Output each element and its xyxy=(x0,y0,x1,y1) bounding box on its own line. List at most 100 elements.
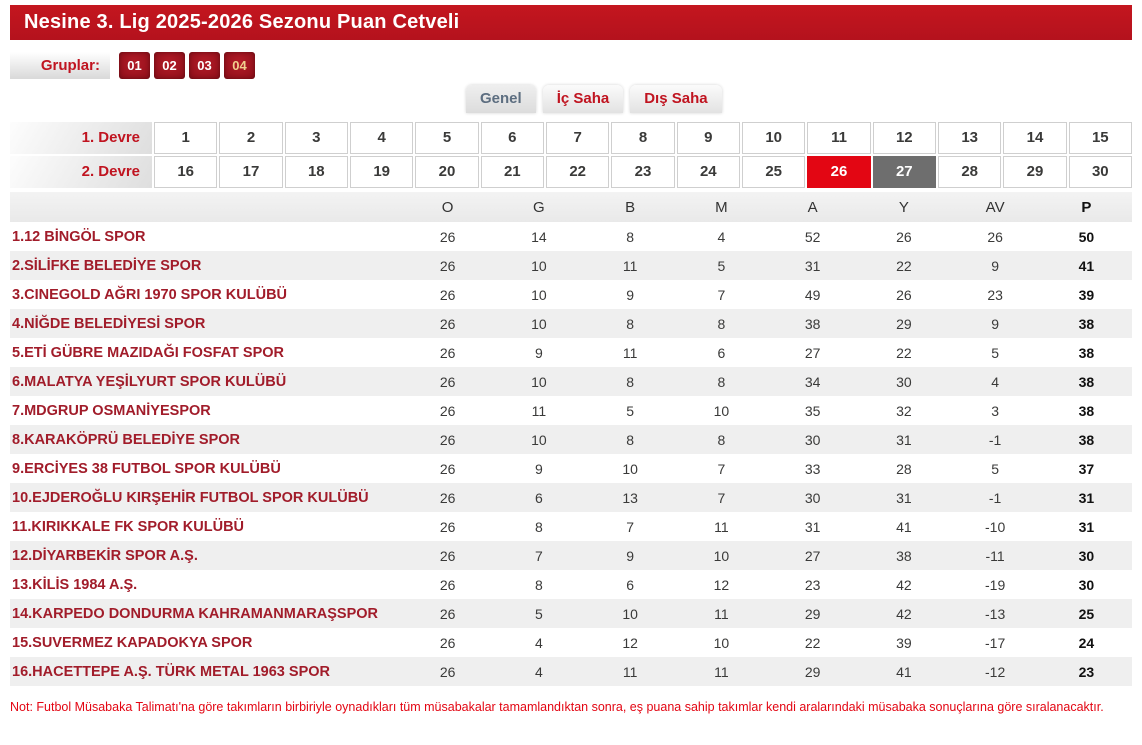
week-cell-22[interactable]: 22 xyxy=(545,156,610,188)
stat-g-value: 4 xyxy=(534,663,543,680)
week-cell-8[interactable]: 8 xyxy=(611,122,675,154)
stat-av-value: 23 xyxy=(987,286,1003,303)
tab-genel[interactable]: Genel xyxy=(466,85,536,113)
team-name[interactable]: 12.DİYARBEKİR SPOR A.Ş. xyxy=(12,547,198,564)
week-cell-5[interactable]: 5 xyxy=(415,122,479,154)
week-cell-30[interactable]: 30 xyxy=(1068,156,1132,188)
stat-av-value: 9 xyxy=(991,315,1000,332)
week-cell-24[interactable]: 24 xyxy=(676,156,740,188)
week-cell-29[interactable]: 29 xyxy=(1003,156,1067,188)
stat-m-value: 8 xyxy=(717,431,726,448)
team-name[interactable]: 11.KIRIKKALE FK SPOR KULÜBÜ xyxy=(12,518,245,535)
stat-b-value: 8 xyxy=(626,228,635,245)
group-button-01[interactable]: 01 xyxy=(119,52,150,79)
team-name[interactable]: 2.SİLİFKE BELEDİYE SPOR xyxy=(12,257,202,274)
team-name[interactable]: 9.ERCİYES 38 FUTBOL SPOR KULÜBÜ xyxy=(12,460,281,477)
week-cell-7[interactable]: 7 xyxy=(545,122,610,154)
group-button-04[interactable]: 04 xyxy=(224,52,255,79)
team-name[interactable]: 5.ETİ GÜBRE MAZIDAĞI FOSFAT SPOR xyxy=(12,344,285,361)
week-cell-28[interactable]: 28 xyxy=(937,156,1002,188)
table-row: 3.CINEGOLD AĞRI 1970 SPOR KULÜBÜ 26 10 9 7 49… xyxy=(10,280,1132,309)
stat-g-value: 4 xyxy=(534,634,543,651)
tab-ic-saha[interactable]: İç Saha xyxy=(542,85,624,113)
stat-av-value: -12 xyxy=(985,663,1006,680)
week-cell-18[interactable]: 18 xyxy=(284,156,348,188)
stats-header-m: M xyxy=(675,192,767,222)
stat-p-value: 31 xyxy=(1078,489,1095,506)
week-cell-9[interactable]: 9 xyxy=(676,122,740,154)
week-cell-21[interactable]: 21 xyxy=(480,156,544,188)
groups-row: Gruplar: 01 02 03 04 xyxy=(10,52,1132,79)
stat-a-value: 27 xyxy=(804,547,821,564)
week-cell-12[interactable]: 12 xyxy=(872,122,936,154)
standings-table: O G B M A Y AV P 1.12 BİNGÖL SPOR 26 14 8 4 52 26 26 50… xyxy=(10,192,1132,686)
team-name[interactable]: 1.12 BİNGÖL SPOR xyxy=(12,228,146,245)
team-name[interactable]: 13.KİLİS 1984 A.Ş. xyxy=(12,576,138,593)
team-name[interactable]: 14.KARPEDO DONDURMA KAHRAMANMARAŞSPOR xyxy=(12,605,379,622)
week-cell-26[interactable]: 26 xyxy=(807,156,871,188)
table-row: 4.NİĞDE BELEDİYESİ SPOR 26 10 8 8 38 29 9 38 xyxy=(10,309,1132,338)
team-name[interactable]: 10.EJDEROĞLU KIRŞEHİR FUTBOL SPOR KULÜBÜ xyxy=(12,489,369,506)
week-cell-19[interactable]: 19 xyxy=(349,156,414,188)
table-row: 12.DİYARBEKİR SPOR A.Ş. 26 7 9 10 27 38 -11 30 xyxy=(10,541,1132,570)
team-name[interactable]: 8.KARAKÖPRÜ BELEDİYE SPOR xyxy=(12,431,241,448)
stat-m-value: 11 xyxy=(714,518,729,535)
week-cell-16[interactable]: 16 xyxy=(154,156,218,188)
team-name[interactable]: 7.MDGRUP OSMANİYESPOR xyxy=(12,402,211,419)
group-buttons: 01 02 03 04 xyxy=(119,52,255,79)
stat-b-value: 8 xyxy=(626,431,635,448)
stat-av-value: 3 xyxy=(991,402,1000,419)
stat-y-value: 42 xyxy=(896,576,912,593)
stat-g-value: 9 xyxy=(534,344,543,361)
week-cell-6[interactable]: 6 xyxy=(480,122,544,154)
stat-g-value: 6 xyxy=(534,489,543,506)
week-selector: 1. Devre 1 2 3 4 5 6 7 8 9 10 11 12 13 14 15 2. Devre 16 1… xyxy=(10,122,1132,188)
stat-b-value: 10 xyxy=(622,460,638,477)
stat-b-value: 9 xyxy=(626,286,635,303)
week-cell-25[interactable]: 25 xyxy=(741,156,806,188)
stat-o-value: 26 xyxy=(439,431,456,448)
week-cell-13[interactable]: 13 xyxy=(937,122,1002,154)
week-cell-20[interactable]: 20 xyxy=(415,156,479,188)
stat-p-value: 39 xyxy=(1078,286,1095,303)
table-row: 15.SUVERMEZ KAPADOKYA SPOR 26 4 12 10 22 39 -17… xyxy=(10,628,1132,657)
stat-a-value: 31 xyxy=(804,518,821,535)
team-name[interactable]: 3.CINEGOLD AĞRI 1970 SPOR KULÜBÜ xyxy=(12,286,288,303)
stats-header-y: Y xyxy=(858,192,950,222)
group-button-02[interactable]: 02 xyxy=(154,52,185,79)
stat-o-value: 26 xyxy=(439,402,456,419)
team-name[interactable]: 6.MALATYA YEŞİLYURT SPOR KULÜBÜ xyxy=(12,373,287,390)
tab-dis-saha[interactable]: Dış Saha xyxy=(630,85,722,113)
stat-p-value: 50 xyxy=(1078,228,1095,245)
team-name[interactable]: 15.SUVERMEZ KAPADOKYA SPOR xyxy=(12,634,253,651)
stat-a-value: 30 xyxy=(804,431,821,448)
table-row: 6.MALATYA YEŞİLYURT SPOR KULÜBÜ 26 10 8 8 34 3… xyxy=(10,367,1132,396)
stat-m-value: 7 xyxy=(717,489,726,506)
week-cell-10[interactable]: 10 xyxy=(741,122,806,154)
week-cell-2[interactable]: 2 xyxy=(219,122,283,154)
table-row: 13.KİLİS 1984 A.Ş. 26 8 6 12 23 42 -19 30 xyxy=(10,570,1132,599)
first-half-label: 1. Devre xyxy=(10,122,152,154)
week-cell-1[interactable]: 1 xyxy=(154,122,218,154)
stat-y-value: 22 xyxy=(896,257,912,274)
week-cell-15[interactable]: 15 xyxy=(1068,122,1132,154)
stat-o-value: 26 xyxy=(439,576,456,593)
week-cell-14[interactable]: 14 xyxy=(1003,122,1067,154)
group-button-03[interactable]: 03 xyxy=(189,52,220,79)
table-row: 7.MDGRUP OSMANİYESPOR 26 11 5 10 35 32 3 38 xyxy=(10,396,1132,425)
week-cell-27[interactable]: 27 xyxy=(872,156,936,188)
week-cell-4[interactable]: 4 xyxy=(349,122,414,154)
week-cell-3[interactable]: 3 xyxy=(284,122,348,154)
stats-header-team xyxy=(10,192,402,222)
stat-a-value: 35 xyxy=(804,402,821,419)
team-name[interactable]: 16.HACETTEPE A.Ş. TÜRK METAL 1963 SPOR xyxy=(12,663,330,680)
stat-y-value: 31 xyxy=(896,431,912,448)
week-cell-11[interactable]: 11 xyxy=(807,122,871,154)
stat-b-value: 10 xyxy=(622,605,638,622)
week-cell-17[interactable]: 17 xyxy=(219,156,283,188)
stat-b-value: 8 xyxy=(626,315,635,332)
week-cell-23[interactable]: 23 xyxy=(611,156,675,188)
team-name[interactable]: 4.NİĞDE BELEDİYESİ SPOR xyxy=(12,315,206,332)
stat-g-value: 14 xyxy=(531,228,547,245)
stat-g-value: 9 xyxy=(534,460,543,477)
